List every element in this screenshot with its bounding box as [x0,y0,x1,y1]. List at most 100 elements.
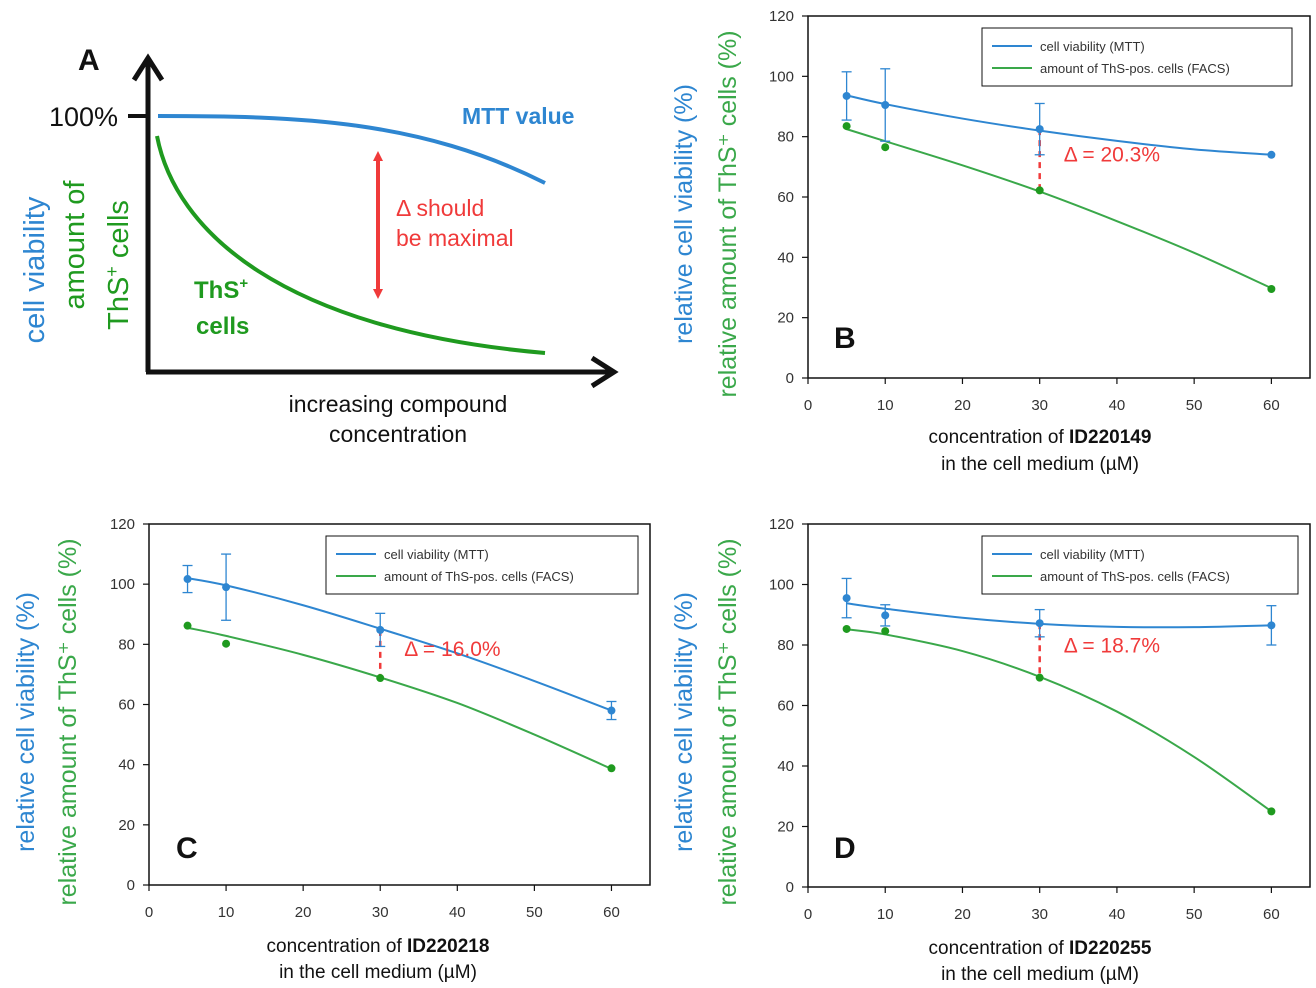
y-tick-label: 20 [777,819,794,836]
x-tick-label: 30 [1031,906,1048,923]
y-tick-label: 60 [777,189,794,206]
y-tick-label: 40 [777,758,794,775]
mtt-data-point [881,611,890,620]
y-tick-label: 40 [118,757,135,774]
panel-a-y-arrow [131,53,165,82]
delta-label: Δ = 20.3% [1064,144,1160,167]
legend-label: amount of ThS-pos. cells (FACS) [1040,61,1230,76]
y-tick-label: 0 [127,877,135,894]
y-tick-label: 0 [786,879,794,896]
panel-a-ylabel-green-2: ThS+ cells [102,200,135,330]
y-tick-label: 120 [110,516,135,533]
panel-a-ylabel-blue: cell viability [19,196,51,343]
ths-data-point [1035,186,1044,195]
x-tick-label: 10 [218,904,235,921]
mtt-data-point [1035,619,1044,628]
mtt-data-point [183,575,192,584]
mtt-fit-curve [187,577,612,712]
y-axis-label-ths: relative amount of ThS⁺ cells (%) [714,538,742,905]
x-axis-label-line2: in the cell medium (µM) [941,964,1139,985]
mtt-data-point [1267,150,1276,159]
legend-label: cell viability (MTT) [1040,547,1145,562]
y-tick-label: 100 [110,576,135,593]
panel-b-letter: B [834,322,856,355]
y-axis-label-ths: relative amount of ThS⁺ cells (%) [54,538,82,905]
ths-data-point [376,674,385,683]
panel-a-delta-text-2: be maximal [396,225,514,251]
y-tick-label: 100 [769,577,794,594]
x-axis-label: concentration of ID220149 [929,427,1152,448]
x-tick-label: 30 [372,904,389,921]
panel-a-mtt-curve [157,114,546,185]
y-axis-label-viability: relative cell viability (%) [670,592,698,852]
x-tick-label: 60 [1263,397,1280,414]
panel-a-y-tick-label: 100% [49,102,118,132]
ths-data-point [607,764,616,773]
x-axis-label-line2: in the cell medium (µM) [279,962,477,983]
panel-b: 0 10 20 30 40 50 60 0 20 40 60 80 100 120 Δ = 20.3% cel… [670,8,1311,475]
legend-label: cell viability (MTT) [384,547,489,562]
panel-a-x-arrow [590,355,619,389]
y-tick-label: 60 [118,697,135,714]
x-tick-label: 50 [526,904,543,921]
x-tick-label: 50 [1186,906,1203,923]
x-tick-label: 60 [603,904,620,921]
mtt-data-point [222,583,231,592]
x-axis-label: concentration of ID220218 [267,936,490,957]
panel-a-letter: A [78,44,100,77]
x-tick-label: 40 [1109,906,1126,923]
y-tick-label: 40 [777,249,794,266]
mtt-data-point [842,594,851,603]
ths-data-point [842,122,851,131]
y-axis-label-ths: relative amount of ThS⁺ cells (%) [714,30,742,397]
mtt-data-point [842,91,851,100]
ths-fit-curve [846,128,1272,290]
y-tick-label: 80 [777,129,794,146]
ths-data-point [222,639,231,648]
x-tick-label: 60 [1263,906,1280,923]
mtt-data-point [881,100,890,109]
delta-label: Δ = 16.0% [404,638,500,661]
panel-c-letter: C [176,832,198,865]
ths-data-point [183,621,192,630]
ths-data-point [881,143,890,152]
x-tick-label: 0 [804,906,812,923]
ths-data-point [1267,285,1276,294]
ths-data-point [842,624,851,633]
panel-a-mtt-label: MTT value [462,103,574,129]
y-tick-label: 80 [118,636,135,653]
panel-d: 0 10 20 30 40 50 60 0 20 40 60 80 100 120 Δ = 18.7% cel… [670,516,1311,985]
delta-label: Δ = 18.7% [1064,634,1160,657]
y-axis-label-viability: relative cell viability (%) [670,84,698,344]
y-tick-label: 100 [769,68,794,85]
legend-label: amount of ThS-pos. cells (FACS) [384,569,574,584]
x-tick-label: 0 [804,397,812,414]
panel-a-xlabel-2: concentration [329,421,467,447]
panel-a-xlabel-1: increasing compound [289,391,508,417]
x-tick-label: 20 [954,906,971,923]
legend-box [981,27,1293,87]
panel-a-ylabel-green-1: amount of [59,180,91,310]
y-tick-label: 20 [777,310,794,327]
ths-data-point [1035,673,1044,682]
legend-label: amount of ThS-pos. cells (FACS) [1040,569,1230,584]
ths-data-point [881,627,890,636]
panel-a: A 100% MTT value ThS+ cells Δ should be … [19,44,619,447]
y-tick-label: 0 [786,370,794,387]
x-tick-label: 30 [1031,397,1048,414]
mtt-data-point [1267,621,1276,630]
x-axis-label: concentration of ID220255 [929,938,1152,959]
y-axis-label-viability: relative cell viability (%) [12,592,40,852]
legend-label: cell viability (MTT) [1040,39,1145,54]
legend-box [981,535,1299,595]
x-tick-label: 10 [877,906,894,923]
x-tick-label: 40 [449,904,466,921]
legend-box [325,535,639,595]
ths-fit-curve [187,626,612,770]
mtt-fit-curve [846,602,1272,629]
y-tick-label: 20 [118,817,135,834]
panel-a-ths-label: ThS+ [194,275,248,304]
panel-d-letter: D [834,832,856,865]
x-tick-label: 20 [295,904,312,921]
